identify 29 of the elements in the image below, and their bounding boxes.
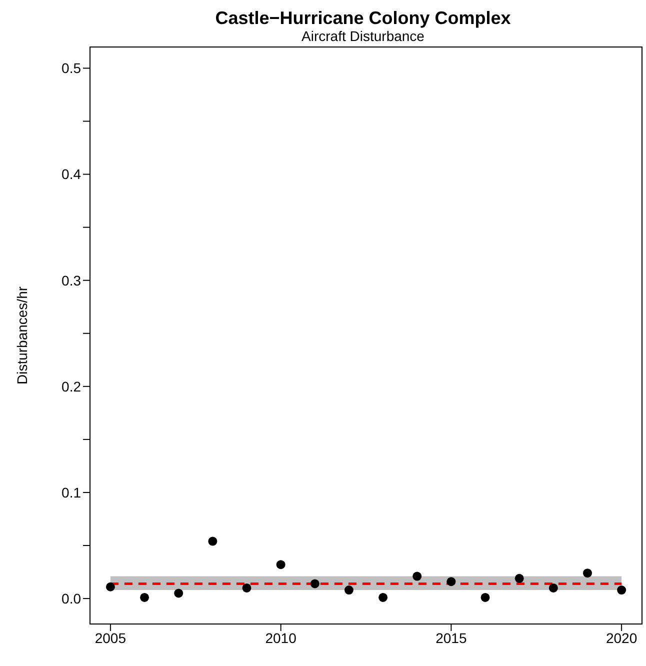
y-tick-label: 0.0 <box>62 590 82 607</box>
point <box>480 592 490 602</box>
point <box>140 592 150 602</box>
y-tick-label: 0.3 <box>62 272 82 288</box>
x-tick-label: 2010 <box>265 630 297 646</box>
point <box>310 579 320 588</box>
y-axis-title: Disturbances/hr <box>14 286 30 385</box>
point <box>174 588 184 598</box>
point <box>106 582 115 592</box>
chart-subtitle: Aircraft Disturbance <box>300 28 426 44</box>
y-tick-label: 0.4 <box>62 166 82 182</box>
point <box>548 583 558 592</box>
point <box>514 574 524 583</box>
point <box>446 577 456 586</box>
y-tick-label: 0.1 <box>62 484 82 500</box>
point <box>378 592 388 602</box>
y-tick-label: 0.5 <box>62 60 82 76</box>
point <box>276 560 286 570</box>
chart-title: Castle−Hurricane Colony Complex <box>214 8 512 28</box>
point <box>582 568 592 578</box>
x-tick-label: 2020 <box>606 630 638 646</box>
point <box>617 586 626 595</box>
point <box>344 586 354 595</box>
y-tick-label: 0.2 <box>62 378 82 394</box>
point <box>208 536 218 546</box>
x-tick-label: 2015 <box>436 630 467 646</box>
point <box>242 583 252 592</box>
point <box>412 572 422 581</box>
x-tick-label: 2005 <box>94 630 126 646</box>
